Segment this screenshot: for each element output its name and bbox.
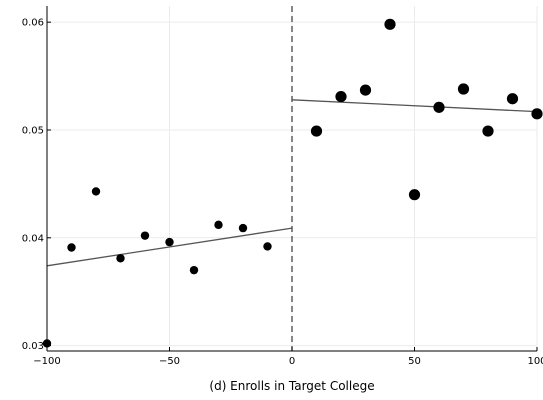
axis-layer <box>46 6 538 352</box>
data-point-left <box>214 220 223 230</box>
x-tick-label: 100 <box>527 356 543 367</box>
x-axis-label: (d) Enrolls in Target College <box>209 379 374 393</box>
data-point-left <box>91 187 101 196</box>
data-point-left <box>238 223 248 233</box>
data-point-right <box>408 189 421 201</box>
data-point-left <box>263 242 272 251</box>
fit-line-left <box>46 227 293 267</box>
data-point-left <box>140 231 150 240</box>
data-point-right <box>482 125 494 137</box>
data-point-left <box>116 254 125 263</box>
data-point-right <box>457 83 470 95</box>
data-point-right <box>433 101 445 113</box>
x-tick-label: 0 <box>289 356 295 367</box>
fit-layer <box>46 99 538 267</box>
points-layer <box>42 18 543 348</box>
x-tick-label: −100 <box>33 356 60 367</box>
data-point-right <box>359 84 372 96</box>
data-point-right <box>531 108 543 120</box>
y-tick-label: 0.06 <box>22 18 44 29</box>
x-tick-label: −50 <box>159 356 180 367</box>
fit-line-right <box>291 99 538 113</box>
y-tick-label: 0.03 <box>22 341 44 352</box>
data-point-left <box>189 265 199 275</box>
data-point-right <box>384 18 396 30</box>
data-point-left <box>67 243 76 252</box>
y-tick-label: 0.05 <box>22 125 44 136</box>
data-point-right <box>310 125 323 137</box>
tick-labels: −100 −50 0 50 100 0.03 0.04 0.05 0.06 <box>22 18 543 367</box>
data-point-right <box>335 90 347 103</box>
data-point-left <box>165 237 174 247</box>
y-tick-label: 0.04 <box>22 233 44 244</box>
x-tick-label: 50 <box>408 356 421 367</box>
data-point-right <box>506 93 519 105</box>
